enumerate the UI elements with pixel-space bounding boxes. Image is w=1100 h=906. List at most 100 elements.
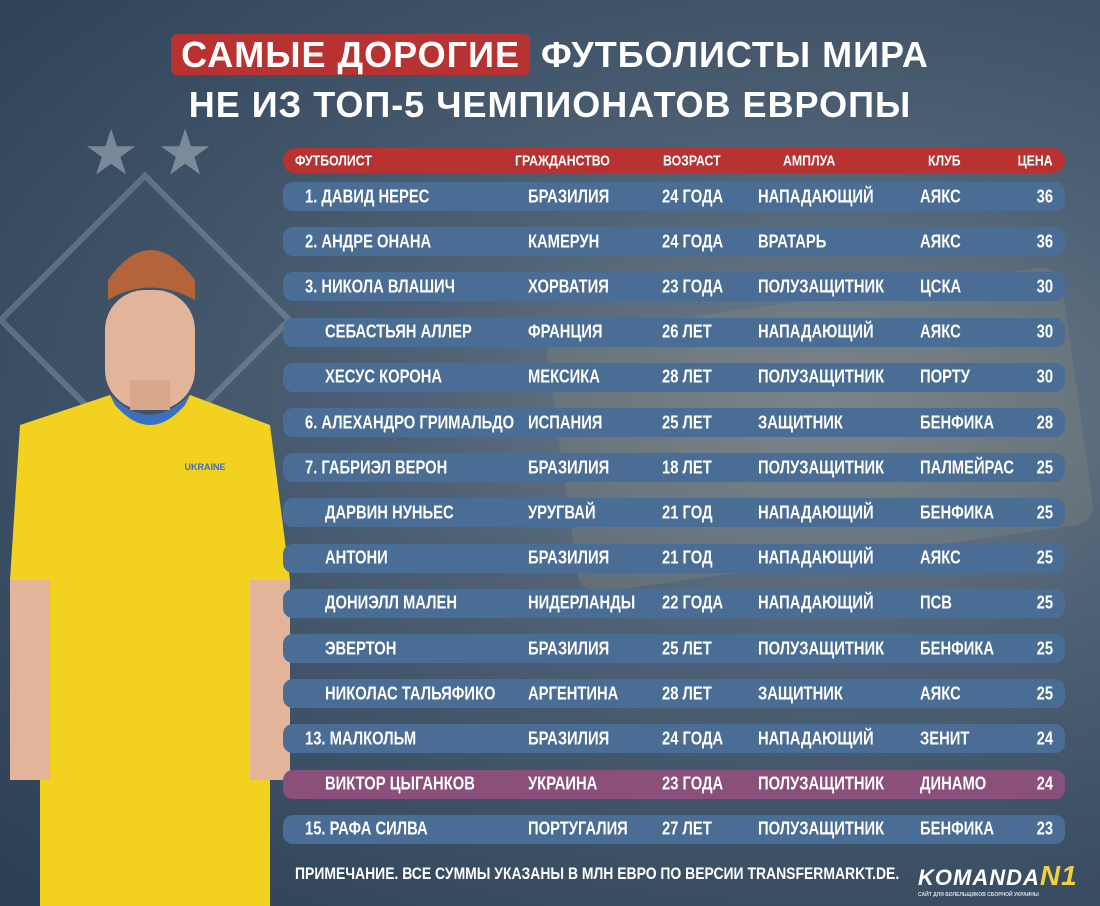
- citizenship: НИДЕРЛАНДЫ: [528, 592, 636, 613]
- table-row: 1. ДАВИД НЕРЕС БРАЗИЛИЯ 24 ГОДА НАПАДАЮЩИЙ А…: [283, 182, 1065, 211]
- price: 23: [1036, 818, 1053, 839]
- table-row: НИКОЛАС ТАЛЬЯФИКО АРГЕНТИНА 28 ЛЕТ ЗАЩИТНИК…: [283, 679, 1065, 709]
- table-row: ЭВЕРТОН БРАЗИЛИЯ 25 ЛЕТ ПОЛУЗАЩИТНИК БЕНФИКА…: [283, 634, 1065, 663]
- player-name: НИКОЛАС ТАЛЬЯФИКО: [325, 683, 496, 704]
- player-photo: UKRAINE: [10, 250, 290, 906]
- citizenship: АРГЕНТИНА: [528, 683, 619, 704]
- age: 21 ГОД: [662, 547, 713, 568]
- table-row: 13. МАЛКОЛЬМ БРАЗИЛИЯ 24 ГОДА НАПАДАЮЩИЙ ЗЕН…: [283, 724, 1065, 754]
- club: БЕНФИКА: [920, 502, 994, 523]
- role: ЗАЩИТНИК: [758, 683, 843, 704]
- title-highlight: САМЫЕ ДОРОГИЕ: [171, 34, 530, 75]
- player-name: ВИКТОР ЦЫГАНКОВ: [325, 773, 475, 794]
- title-rest: ФУТБОЛИСТЫ МИРА: [540, 34, 929, 75]
- club: ДИНАМО: [920, 773, 987, 794]
- price: 25: [1036, 547, 1053, 568]
- age: 23 ГОДА: [662, 276, 724, 297]
- player-name: СЕБАСТЬЯН АЛЛЕР: [325, 321, 472, 342]
- price: 24: [1036, 773, 1053, 794]
- citizenship: БРАЗИЛИЯ: [528, 547, 610, 568]
- header-player: ФУТБОЛИСТ: [295, 152, 372, 169]
- price: 36: [1036, 186, 1053, 206]
- player-name: 15. РАФА СИЛВА: [305, 818, 428, 839]
- age: 27 ЛЕТ: [662, 818, 712, 839]
- price: 28: [1036, 412, 1053, 432]
- player-name: АНТОНИ: [325, 547, 388, 568]
- citizenship: МЕКСИКА: [528, 366, 600, 387]
- role: ПОЛУЗАЩИТНИК: [758, 457, 885, 478]
- citizenship: БРАЗИЛИЯ: [528, 638, 610, 658]
- age: 25 ЛЕТ: [662, 638, 712, 658]
- role: НАПАДАЮЩИЙ: [758, 728, 874, 749]
- table-row: 3. НИКОЛА ВЛАШИЧ ХОРВАТИЯ 23 ГОДА ПОЛУЗАЩИТ…: [283, 272, 1065, 302]
- player-name: ДОНИЭЛЛ МАЛЕН: [325, 592, 458, 613]
- role: ВРАТАРЬ: [758, 231, 827, 252]
- citizenship: УКРАИНА: [528, 773, 598, 794]
- table-row: 7. ГАБРИЭЛ ВЕРОН БРАЗИЛИЯ 18 ЛЕТ ПОЛУЗАЩИТН…: [283, 453, 1065, 483]
- header-price: ЦЕНА: [1018, 152, 1053, 169]
- player-name: 6. АЛЕХАНДРО ГРИМАЛЬДО: [305, 412, 515, 432]
- header-club: КЛУБ: [928, 152, 961, 169]
- age: 28 ЛЕТ: [662, 366, 712, 387]
- club: АЯКС: [920, 231, 961, 252]
- header-age: ВОЗРАСТ: [663, 152, 721, 169]
- club: АЯКС: [920, 186, 961, 206]
- price: 25: [1036, 592, 1053, 613]
- price: 30: [1036, 276, 1053, 297]
- role: ЗАЩИТНИК: [758, 412, 843, 432]
- citizenship: КАМЕРУН: [528, 231, 600, 252]
- club: ЗЕНИТ: [920, 728, 970, 749]
- age: 21 ГОД: [662, 502, 713, 523]
- club: ПАЛМЕЙРАС: [920, 457, 1015, 478]
- club: АЯКС: [920, 683, 961, 704]
- table-header: ФУТБОЛИСТ ГРАЖДАНСТВО ВОЗРАСТ АМПЛУА КЛУ…: [283, 148, 1065, 173]
- club: ПСВ: [920, 592, 952, 613]
- table-row: СЕБАСТЬЯН АЛЛЕР ФРАНЦИЯ 26 ЛЕТ НАПАДАЮЩИЙ АЯ…: [283, 317, 1065, 347]
- club: ЦСКА: [920, 276, 962, 297]
- table-row: АНТОНИ БРАЗИЛИЯ 21 ГОД НАПАДАЮЩИЙ АЯКС 25: [283, 543, 1065, 573]
- price: 25: [1036, 502, 1053, 523]
- age: 24 ГОДА: [662, 231, 724, 252]
- price: 30: [1036, 366, 1053, 387]
- komanda-logo: KOMANDAN1 САЙТ ДЛЯ БОЛЕЛЬЩИКОВ СБОРНОЙ У…: [918, 860, 1078, 898]
- player-name: 13. МАЛКОЛЬМ: [305, 728, 417, 749]
- header-citizenship: ГРАЖДАНСТВО: [515, 152, 610, 169]
- role: НАПАДАЮЩИЙ: [758, 592, 874, 613]
- age: 25 ЛЕТ: [662, 412, 712, 432]
- club: АЯКС: [920, 547, 961, 568]
- club: АЯКС: [920, 321, 961, 342]
- table-row: ВИКТОР ЦЫГАНКОВ УКРАИНА 23 ГОДА ПОЛУЗАЩИТНИ…: [283, 769, 1065, 799]
- club: ПОРТУ: [920, 366, 970, 387]
- age: 24 ГОДА: [662, 728, 724, 749]
- age: 24 ГОДА: [662, 186, 724, 206]
- role: ПОЛУЗАЩИТНИК: [758, 638, 885, 658]
- role: ПОЛУЗАЩИТНИК: [758, 276, 885, 297]
- player-name: ДАРВИН НУНЬЕС: [325, 502, 454, 523]
- age: 28 ЛЕТ: [662, 683, 712, 704]
- age: 18 ЛЕТ: [662, 457, 712, 478]
- player-name: 3. НИКОЛА ВЛАШИЧ: [305, 276, 456, 297]
- citizenship: БРАЗИЛИЯ: [528, 728, 610, 749]
- price: 30: [1036, 321, 1053, 342]
- player-name: 1. ДАВИД НЕРЕС: [305, 186, 430, 206]
- role: ПОЛУЗАЩИТНИК: [758, 773, 885, 794]
- role: НАПАДАЮЩИЙ: [758, 186, 874, 206]
- footnote: ПРИМЕЧАНИЕ. ВСЕ СУММЫ УКАЗАНЫ В МЛН ЕВРО…: [295, 864, 900, 883]
- price: 25: [1036, 638, 1053, 658]
- citizenship: БРАЗИЛИЯ: [528, 457, 610, 478]
- table-row: ХЕСУС КОРОНА МЕКСИКА 28 ЛЕТ ПОЛУЗАЩИТНИК ПОР…: [283, 362, 1065, 392]
- player-name: 7. ГАБРИЭЛ ВЕРОН: [305, 457, 448, 478]
- role: НАПАДАЮЩИЙ: [758, 502, 874, 523]
- citizenship: ИСПАНИЯ: [528, 412, 603, 432]
- citizenship: ХОРВАТИЯ: [528, 276, 609, 297]
- age: 22 ГОДА: [662, 592, 724, 613]
- role: НАПАДАЮЩИЙ: [758, 547, 874, 568]
- star-icon: ★: [86, 121, 137, 184]
- table-row: ДОНИЭЛЛ МАЛЕН НИДЕРЛАНДЫ 22 ГОДА НАПАДАЮЩИЙ…: [283, 588, 1065, 618]
- role: НАПАДАЮЩИЙ: [758, 321, 874, 342]
- title-line-1: САМЫЕ ДОРОГИЕ ФУТБОЛИСТЫ МИРА: [0, 34, 1100, 76]
- player-name: 2. АНДРЕ ОНАНА: [305, 231, 432, 252]
- age: 26 ЛЕТ: [662, 321, 712, 342]
- age: 23 ГОДА: [662, 773, 724, 794]
- club: БЕНФИКА: [920, 412, 994, 432]
